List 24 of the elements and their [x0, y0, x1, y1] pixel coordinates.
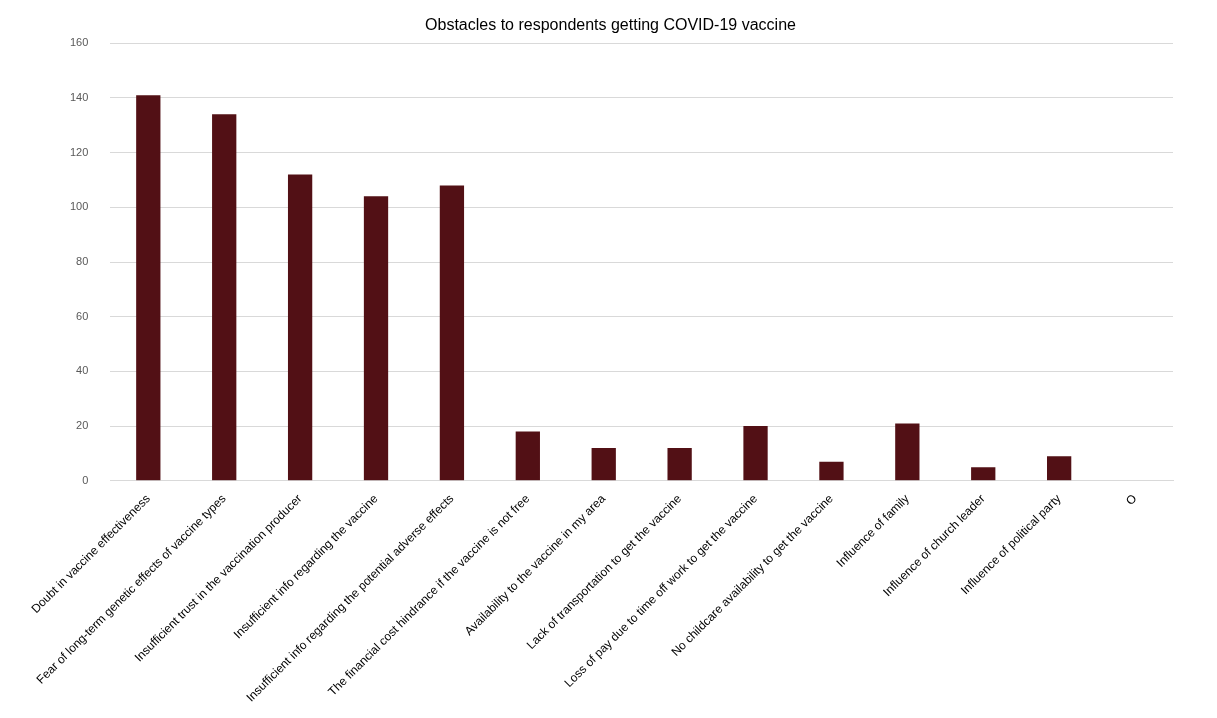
x-tick-label: O	[1123, 491, 1140, 508]
bar	[363, 196, 389, 481]
bar	[136, 95, 161, 481]
bar	[895, 423, 920, 481]
y-tick-label: 120	[69, 145, 89, 158]
bar	[287, 174, 313, 481]
y-tick-label: 100	[69, 200, 89, 213]
bar	[1047, 456, 1072, 481]
bar	[743, 426, 768, 481]
bar	[667, 448, 692, 481]
y-tick-label: 20	[76, 419, 89, 432]
y-tick-label: 80	[76, 255, 89, 268]
bar	[591, 448, 616, 481]
chart-title: Obstacles to respondents getting COVID-19 vaccine	[425, 16, 797, 34]
bar	[439, 185, 465, 481]
y-tick-label: 60	[76, 309, 89, 322]
y-tick-label: 0	[82, 473, 89, 486]
y-tick-label: 160	[69, 36, 89, 49]
bar	[515, 431, 540, 481]
y-tick-label: 40	[76, 364, 89, 377]
y-tick-label: 140	[69, 90, 89, 103]
bar	[971, 467, 996, 481]
bar	[819, 461, 844, 481]
bar	[212, 114, 237, 481]
